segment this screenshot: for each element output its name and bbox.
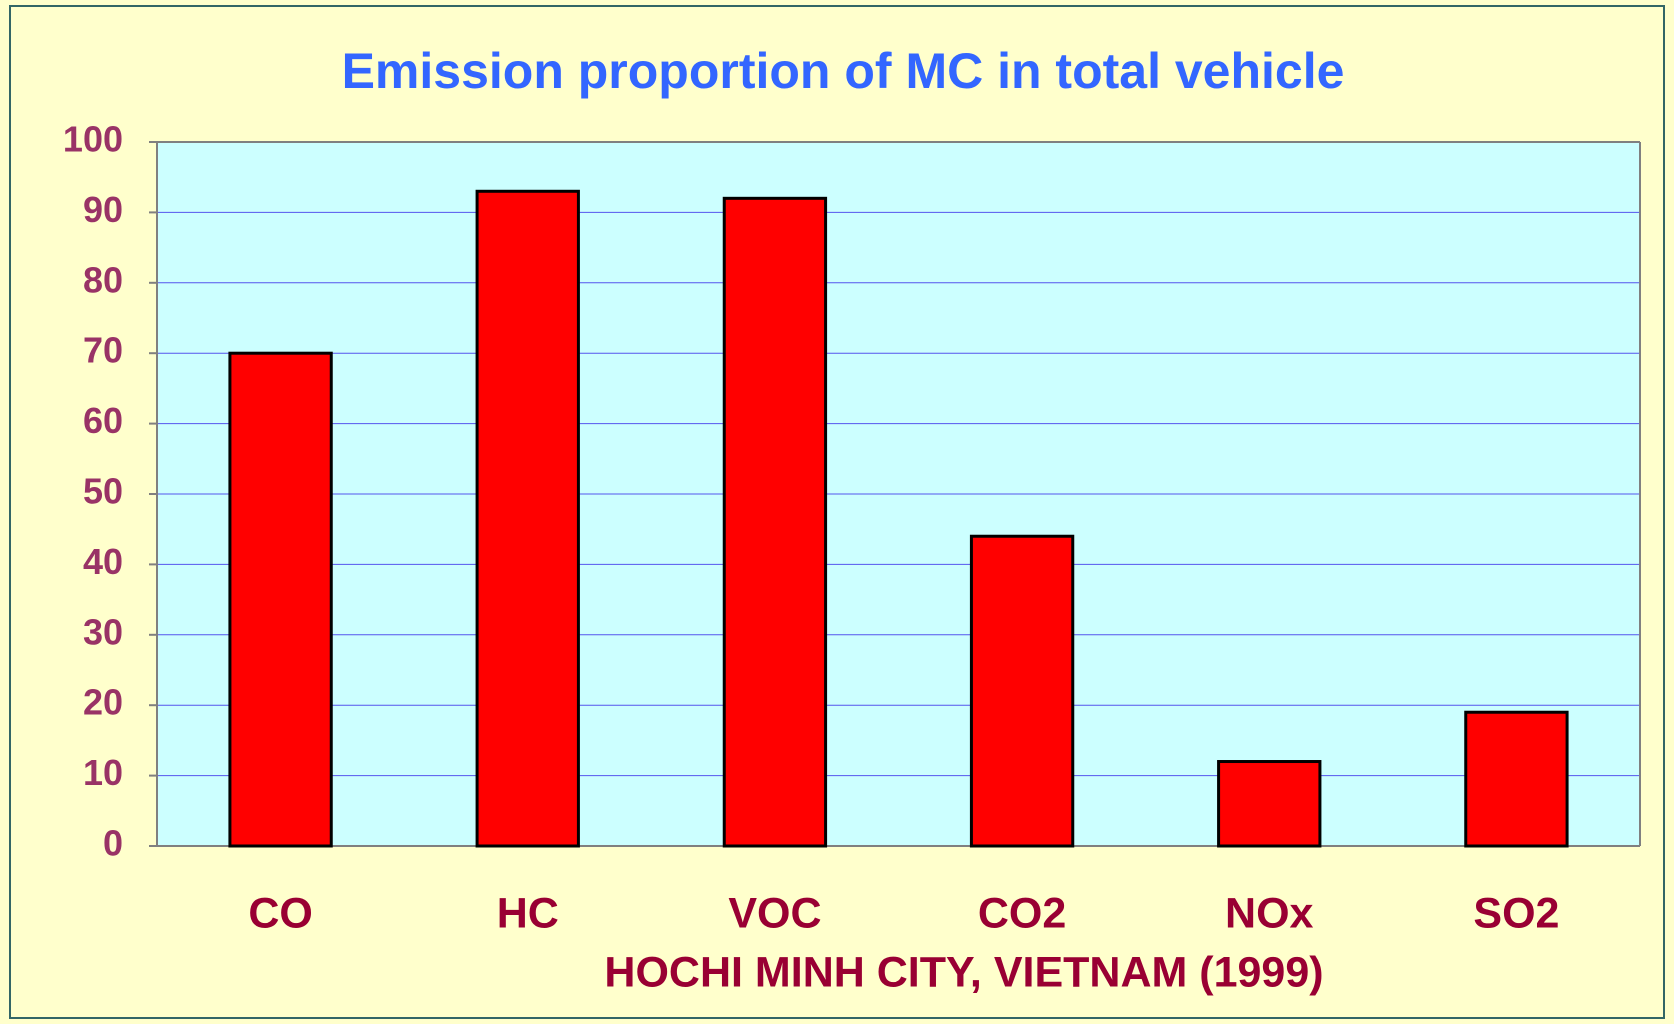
y-tick-label: 90: [83, 189, 123, 230]
y-tick-label: 80: [83, 259, 123, 300]
x-tick-label: CO2: [978, 889, 1066, 937]
y-tick-label: 20: [83, 682, 123, 723]
y-tick-label: 0: [103, 823, 123, 864]
x-tick-label: SO2: [1473, 889, 1559, 937]
bar: [969, 534, 1075, 848]
chart-title: Emission proportion of MC in total vehic…: [342, 43, 1345, 99]
y-tick-label: 30: [83, 611, 123, 652]
y-tick-label: 40: [83, 541, 123, 582]
y-tick-label: 10: [83, 752, 123, 793]
y-tick-label: 70: [83, 330, 123, 371]
x-tick-label: VOC: [728, 889, 821, 937]
bar: [1217, 760, 1322, 848]
bar: [228, 351, 333, 848]
y-tick-label: 50: [83, 471, 123, 512]
x-tick-label: NOx: [1225, 889, 1314, 937]
x-tick-label: CO: [248, 889, 313, 937]
x-axis-title: HOCHI MINH CITY, VIETNAM (1999): [604, 948, 1323, 996]
bar: [475, 189, 580, 848]
bar: [722, 196, 828, 848]
x-tick-label: HC: [497, 889, 559, 937]
y-tick-label: 100: [63, 119, 123, 160]
bar: [1464, 710, 1569, 848]
y-tick-label: 60: [83, 400, 123, 441]
